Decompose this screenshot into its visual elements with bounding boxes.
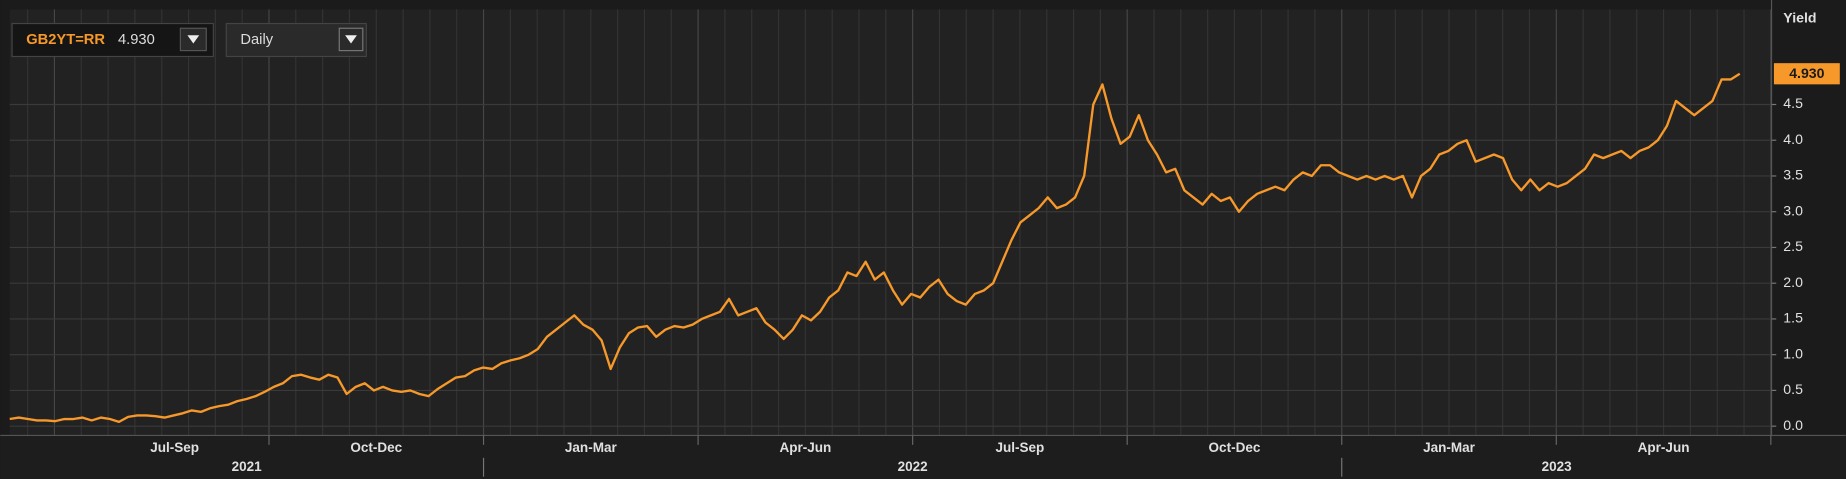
plot (9, 72, 1741, 424)
y-tick-label: 0.0 (1783, 417, 1803, 433)
y-tick-label: 0.5 (1783, 381, 1803, 397)
series-line (9, 72, 1741, 424)
x-tick-label: Jul-Sep (996, 440, 1045, 455)
year-label: 2023 (1542, 459, 1573, 474)
x-tick-label: Apr-Jun (779, 440, 831, 455)
y-tick-label: 4.0 (1783, 131, 1803, 147)
plot-area (9, 9, 1772, 436)
x-tick-label: Oct-Dec (1209, 440, 1261, 455)
x-tick-label: Oct-Dec (350, 440, 402, 455)
ric-value: 4.930 (118, 32, 155, 48)
y-tick-label: 3.5 (1783, 167, 1803, 183)
x-axis-band (0, 435, 1846, 479)
year-label: 2022 (898, 459, 928, 474)
interval: Daily (240, 32, 273, 48)
y-tick-label: 1.0 (1783, 345, 1803, 361)
year-label: 2021 (232, 459, 263, 474)
x-tick-label: Jan-Mar (1423, 440, 1476, 455)
y-tick-label: 4.5 (1783, 95, 1803, 111)
x-tick-label: Jan-Mar (565, 440, 618, 455)
dropdown-arrow (345, 35, 357, 44)
y-tick-label: 2.0 (1783, 274, 1803, 290)
dropdown-arrow (187, 35, 200, 44)
last-value-label: 4.930 (1789, 65, 1824, 81)
y-tick-label: 3.0 (1783, 202, 1803, 218)
y-tick-label: 1.5 (1783, 310, 1803, 326)
y-axis-title: Yield (1783, 10, 1816, 26)
last-value-badge (1773, 63, 1840, 85)
ric-name: GB2YT=RR (26, 32, 105, 48)
x-tick-label: Apr-Jun (1638, 440, 1690, 455)
grid (9, 9, 1772, 436)
y-tick-label: 2.5 (1783, 238, 1803, 254)
x-tick-label: Jul-Sep (150, 440, 199, 455)
